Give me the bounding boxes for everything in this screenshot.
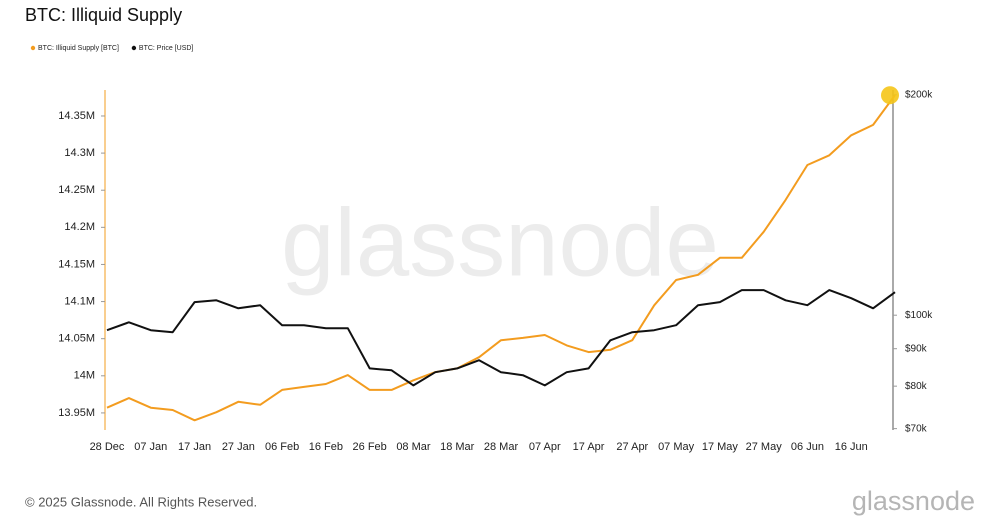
last-value-marker: [881, 86, 899, 105]
x-tick-label: 06 Feb: [265, 441, 299, 453]
watermark: glassnode: [281, 189, 719, 296]
y2-tick-label: $80k: [905, 381, 928, 392]
x-tick-label: 27 Apr: [616, 441, 648, 453]
x-tick-label: 27 Jan: [222, 441, 255, 453]
x-tick-label: 06 Jun: [791, 441, 824, 453]
y2-tick-label: $100k: [905, 310, 933, 321]
y-tick-label: 13.95M: [58, 407, 95, 419]
y2-tick-label: $90k: [905, 343, 928, 354]
y-tick-label: 14M: [74, 370, 95, 382]
legend-label: BTC: Illiquid Supply [BTC]: [38, 45, 119, 52]
y-tick-label: 14.35M: [58, 110, 95, 122]
series-line: [106, 289, 896, 387]
x-tick-label: 28 Mar: [484, 441, 519, 453]
series-line: [106, 94, 896, 422]
x-tick-label: 16 Jun: [835, 441, 868, 453]
logo: glassnode: [852, 486, 975, 516]
y-tick-label: 14.1M: [64, 295, 95, 307]
chart-title: BTC: Illiquid Supply: [25, 5, 182, 25]
x-tick-label: 17 Apr: [573, 441, 605, 453]
x-tick-label: 07 Jan: [134, 441, 167, 453]
x-tick-label: 07 Apr: [529, 441, 561, 453]
y-tick-label: 14.15M: [58, 258, 95, 270]
legend-marker: [131, 45, 137, 51]
x-tick-label: 17 May: [702, 441, 739, 453]
x-tick-label: 26 Feb: [353, 441, 387, 453]
y2-tick-label: $70k: [905, 423, 928, 434]
y2-tick-label: $200k: [905, 89, 933, 100]
y-tick-label: 14.3M: [64, 147, 95, 159]
x-tick-label: 17 Jan: [178, 441, 211, 453]
x-tick-label: 28 Dec: [90, 441, 125, 453]
y-tick-label: 14.05M: [58, 333, 95, 345]
x-tick-label: 18 Mar: [440, 441, 475, 453]
x-tick-label: 27 May: [746, 441, 783, 453]
legend-label: BTC: Price [USD]: [139, 45, 194, 52]
footer: © 2025 Glassnode. All Rights Reserved.: [25, 494, 257, 509]
x-tick-label: 07 May: [658, 441, 695, 453]
legend-marker: [30, 45, 36, 51]
x-tick-label: 16 Feb: [309, 441, 343, 453]
y-tick-label: 14.2M: [64, 221, 95, 233]
y-tick-label: 14.25M: [58, 184, 95, 196]
x-tick-label: 08 Mar: [396, 441, 431, 453]
